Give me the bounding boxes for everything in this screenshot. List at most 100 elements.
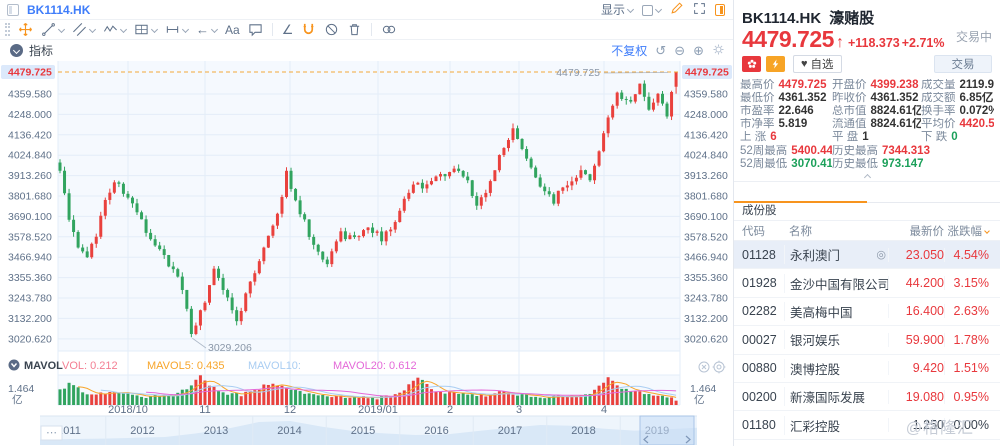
text-tool[interactable]: Aa: [225, 22, 240, 37]
svg-text:3355.360: 3355.360: [8, 272, 52, 284]
col-name[interactable]: 名称: [789, 225, 812, 238]
table-row[interactable]: 00027 银河娱乐 59.900 1.78%: [734, 326, 1000, 355]
fullscreen-icon[interactable]: [693, 2, 706, 18]
shape-tool[interactable]: [134, 22, 159, 37]
panel-tab[interactable]: [867, 182, 1000, 202]
table-row[interactable]: 01180 汇彩控股 1.250 0.00%: [734, 411, 1000, 440]
toolbar-grip-handle[interactable]: [5, 23, 10, 36]
layout-select[interactable]: [642, 3, 663, 17]
svg-text:3: 3: [516, 404, 522, 416]
delete-drawings-icon[interactable]: [347, 22, 362, 37]
cell-change: 0.00%: [944, 418, 1000, 433]
reset-view-icon[interactable]: ↺: [655, 43, 667, 58]
zoom-out-icon[interactable]: ⊖: [674, 43, 686, 58]
chart-area: BK1114.HK 显示 ← Aa ∠: [0, 0, 733, 446]
svg-text:1.464: 1.464: [690, 383, 716, 395]
sort-desc-icon: [984, 227, 990, 234]
navigator-selected-range[interactable]: [639, 415, 695, 445]
channel-tool[interactable]: [72, 22, 97, 37]
edit-pencil-icon[interactable]: [670, 1, 684, 18]
cell-price: 59.900: [888, 332, 944, 347]
watch-icon: ◎: [876, 249, 886, 262]
svg-text:3690.100: 3690.100: [684, 211, 728, 223]
svg-text:3466.940: 3466.940: [684, 252, 728, 264]
svg-text:2016: 2016: [424, 425, 448, 437]
comment-tool-icon[interactable]: [248, 22, 263, 37]
hk-market-icon: [742, 55, 761, 72]
col-price[interactable]: 最新价: [909, 225, 945, 238]
stat-value: 2119.9万: [959, 79, 995, 91]
link-charts-icon[interactable]: [381, 22, 397, 37]
panel-tab[interactable]: [734, 182, 867, 203]
indicator-dropdown-icon[interactable]: [10, 44, 23, 57]
chevron-down-icon: [57, 25, 66, 34]
svg-text:4136.420: 4136.420: [8, 129, 52, 141]
svg-text:4359.580: 4359.580: [8, 89, 52, 101]
chart-settings-gear-icon[interactable]: [712, 43, 725, 59]
stat-item: 流通值 8824.61亿: [832, 118, 921, 131]
extreme-item: 52周最低 3070.41: [740, 158, 832, 171]
zoom-in-icon[interactable]: ⊕: [693, 43, 704, 58]
chart-header: 指标 不复权 ↺ ⊖ ⊕: [0, 40, 733, 61]
volume-bars[interactable]: [58, 375, 678, 405]
navigator-more-button[interactable]: [40, 425, 63, 441]
svg-text:3801.680: 3801.680: [8, 191, 52, 203]
adjust-mode-link[interactable]: 不复权: [611, 44, 648, 58]
svg-text:MAVOL20: 0.612: MAVOL20: 0.612: [333, 360, 417, 372]
symbol-label[interactable]: BK1114.HK: [27, 2, 91, 17]
cell-code: 00027: [742, 332, 777, 347]
svg-text:亿: 亿: [694, 393, 705, 406]
period-toolbar: BK1114.HK 显示: [0, 0, 733, 20]
candlestick-chart[interactable]: 4479.725 4479.725 4359.580 4359.580 4248.000…: [0, 61, 733, 445]
hide-drawings-icon[interactable]: [324, 22, 339, 37]
chevron-up-icon: [863, 173, 871, 182]
trade-button[interactable]: 交易: [934, 54, 992, 73]
table-row[interactable]: 00880 澳博控股 9.420 1.51%: [734, 355, 1000, 383]
pane-controls[interactable]: [698, 360, 726, 374]
col-code[interactable]: 代码: [742, 225, 765, 238]
collapse-stats-button[interactable]: [734, 171, 1000, 182]
trendline-tool[interactable]: [41, 22, 66, 37]
stat-item: 成交额 6.85亿: [921, 92, 994, 105]
table-row[interactable]: 00200 新濠国际发展 19.080 0.95%: [734, 383, 1000, 412]
candles[interactable]: [58, 72, 678, 338]
cell-code: 02282: [742, 304, 777, 319]
divider: [271, 23, 273, 36]
stat-label: 52周最低: [740, 158, 788, 170]
cell-name: 美高梅中国: [784, 301, 888, 321]
svg-text:2014: 2014: [277, 425, 301, 437]
svg-text:2018: 2018: [571, 425, 595, 437]
stat-label: 成交量: [921, 79, 956, 91]
wave-tool[interactable]: [103, 22, 128, 37]
measure-tool[interactable]: [165, 22, 190, 37]
move-tool-icon[interactable]: [18, 22, 33, 37]
constituents-table: 01128 永利澳门 ◎ 23.050 4.54% 01928 金沙中国有限公司 …: [734, 241, 1000, 446]
add-watchlist-button[interactable]: ♥ 自选: [793, 54, 842, 73]
stat-label: 52周最高: [740, 145, 788, 157]
extreme-item: 历史最高 7344.313: [832, 145, 994, 158]
divider: [371, 23, 373, 36]
stat-item: 昨收价 4361.352: [832, 92, 921, 105]
quote-name: 濠赌股: [829, 10, 875, 27]
col-change[interactable]: 涨跌幅: [944, 223, 1000, 239]
layout-window-icon[interactable]: [7, 3, 19, 16]
angle-tool[interactable]: ∠: [281, 22, 294, 37]
time-navigator[interactable]: [40, 415, 697, 445]
side-panel-toggle-icon[interactable]: [715, 3, 725, 16]
stat-item: 总市值 8824.61亿: [832, 105, 921, 118]
indicator-label[interactable]: 指标: [29, 44, 54, 58]
display-menu[interactable]: 显示: [601, 1, 635, 18]
arrow-tool[interactable]: ←: [196, 23, 219, 36]
svg-text:12: 12: [284, 404, 296, 416]
cell-change: 3.15%: [944, 276, 1000, 291]
stat-value: 4399.238: [870, 79, 919, 91]
svg-text:2: 2: [447, 404, 453, 416]
table-row[interactable]: 02282 美高梅中国 16.400 2.63%: [734, 298, 1000, 327]
cell-price: 23.050: [888, 247, 944, 262]
table-row[interactable]: 01928 金沙中国有限公司 44.200 3.15%: [734, 269, 1000, 298]
magnet-tool-icon[interactable]: [301, 22, 316, 37]
svg-text:2018/10: 2018/10: [108, 404, 148, 416]
svg-text:2015: 2015: [351, 425, 375, 437]
navigator-right-handle: [685, 435, 691, 444]
table-row[interactable]: 01128 永利澳门 ◎ 23.050 4.54%: [734, 241, 1000, 270]
